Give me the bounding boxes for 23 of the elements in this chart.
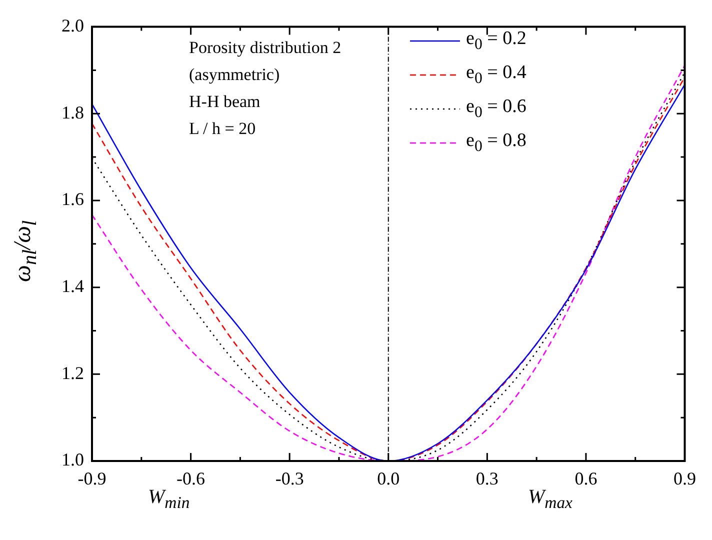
x-tick-label: -0.9 — [78, 468, 106, 489]
y-tick-label: 1.4 — [62, 276, 84, 296]
legend-label: e$_{0}$ = 0.6 — [466, 96, 526, 122]
annotation: L / h = 20 — [189, 118, 257, 140]
legend-label: e$_{0}$ = 0.4 — [466, 62, 526, 88]
x-tick-label: 0.6 — [574, 468, 598, 489]
text: W$_{max}$ — [528, 486, 572, 513]
x-tick-label: -0.6 — [176, 468, 206, 489]
annotation: H-H beam — [189, 91, 262, 113]
x-tick-label: 0.9 — [674, 468, 696, 489]
x-tick-label: 0.0 — [377, 468, 400, 489]
annotation: (asymmetric) — [189, 64, 281, 86]
y-tick-label: 1.0 — [62, 450, 84, 470]
x-tick-label: 0.3 — [476, 468, 498, 489]
legend-label: e$_{0}$ = 0.2 — [466, 28, 526, 54]
x-axis-title: W$_{min}$ — [148, 486, 190, 512]
legend-label: e$_{0}$ = 0.8 — [466, 130, 526, 156]
y-tick-label: 2.0 — [62, 16, 84, 36]
x-tick-label: -0.3 — [275, 468, 304, 489]
y-tick-label: 1.8 — [62, 102, 84, 122]
y-tick-label: 1.6 — [62, 189, 84, 210]
y-tick-label: 1.2 — [62, 362, 84, 383]
annotation: Porosity distribution 2 — [189, 37, 342, 59]
